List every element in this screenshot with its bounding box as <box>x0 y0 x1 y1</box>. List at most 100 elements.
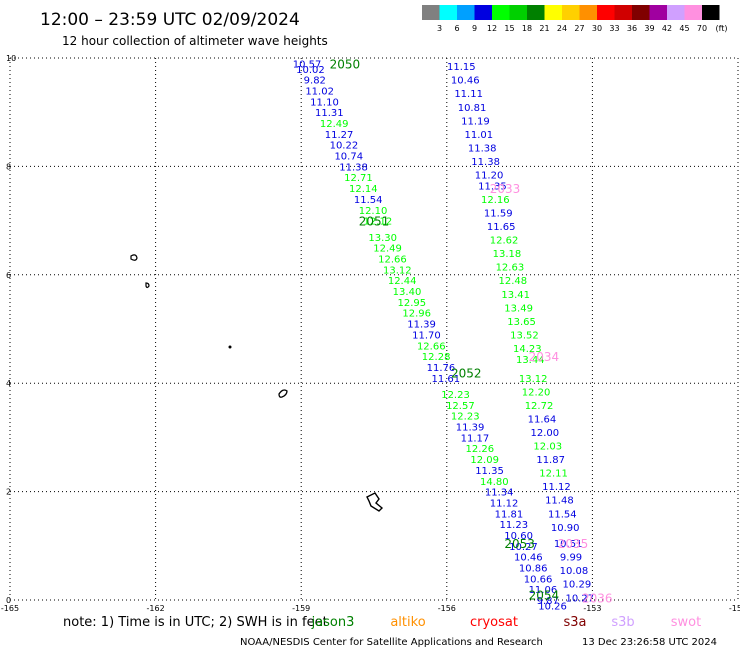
wave-height-value: 12.28 <box>422 352 451 363</box>
wave-height-value: 11.38 <box>471 157 500 168</box>
colorbar-swatch <box>649 5 667 20</box>
colorbar-swatch <box>684 5 702 20</box>
colorbar-label: 12 <box>487 24 497 33</box>
wave-height-value: 12.49 <box>320 119 349 130</box>
wave-height-value: 10.27 <box>565 593 594 604</box>
colorbar-swatch <box>544 5 562 20</box>
wave-height-value: 11.11 <box>454 89 483 100</box>
coastline-outlines <box>130 254 384 512</box>
wave-height-value: 12.23 <box>441 390 470 401</box>
x-tick-label: -165 <box>1 604 19 613</box>
wave-height-value: 11.54 <box>354 195 383 206</box>
wave-height-value: 10.60 <box>504 531 533 542</box>
wave-height-value: 12.71 <box>344 173 373 184</box>
track-time-label: 2053 <box>504 537 535 551</box>
wave-height-value: 12.57 <box>446 401 475 412</box>
wave-height-value: 12.00 <box>531 428 560 439</box>
colorbar-label: 39 <box>644 24 654 33</box>
wave-height-value: 10.26 <box>538 601 567 612</box>
wave-height-value: 13.41 <box>501 290 530 301</box>
y-axis-ticks: 0 2 4 6 8 10 <box>6 54 16 605</box>
wave-height-value: 10.90 <box>551 523 580 534</box>
colorbar-legend: 3 6 9 12 15 18 21 24 27 30 33 36 39 42 45 70 (ft) <box>422 5 728 33</box>
wave-height-value: 12.14 <box>349 184 378 195</box>
wave-height-value: 10.57 <box>293 59 322 70</box>
colorbar-swatch <box>474 5 492 20</box>
satellite-label-s3b: s3b <box>611 615 634 630</box>
wave-height-value: 12.11 <box>539 469 568 480</box>
wave-height-value: 14.80 <box>480 477 509 488</box>
chart-subtitle: 12 hour collection of altimeter wave hei… <box>62 34 328 48</box>
wave-height-value: 11.23 <box>499 520 528 531</box>
wave-height-value: 13.49 <box>504 303 533 314</box>
wave-height-value: 12.62 <box>490 236 519 247</box>
plot-grid <box>9 57 739 601</box>
track-time-label: 2050 <box>330 57 361 71</box>
wave-height-value: 11.38 <box>339 162 368 173</box>
island-outline <box>130 254 138 261</box>
wave-height-value: 11.06 <box>529 585 558 596</box>
wave-height-value: 10.29 <box>563 580 592 591</box>
track-time-label: 2033 <box>490 182 521 196</box>
footer-timestamp: 13 Dec 23:26:58 UTC 2024 <box>582 637 717 648</box>
colorbar-swatch <box>509 5 527 20</box>
wave-height-value: 11.61 <box>432 374 461 385</box>
wave-height-value: 14.23 <box>513 344 542 355</box>
wave-height-value: 12.26 <box>465 444 494 455</box>
wave-height-value: 10.22 <box>330 141 359 152</box>
y-tick-label: 4 <box>6 379 11 388</box>
satellite-label-jason3: jason3 <box>311 615 355 630</box>
wave-height-value: 13.30 <box>368 233 397 244</box>
y-tick-label: 0 <box>6 596 11 605</box>
wave-height-value: 11.34 <box>485 488 514 499</box>
wave-height-value: 13.65 <box>507 317 536 328</box>
wave-height-value: 11.39 <box>456 423 485 434</box>
track-time-label: 2051 <box>359 215 390 229</box>
wave-height-value: 10.86 <box>519 563 548 574</box>
track-time-label: 2035 <box>558 537 589 551</box>
colorbar-label: 33 <box>609 24 619 33</box>
track-time-label: 2052 <box>451 366 482 380</box>
island-outline <box>366 492 384 512</box>
colorbar-label: 9 <box>472 24 477 33</box>
colorbar-swatch <box>439 5 457 20</box>
wave-height-value: 12.72 <box>525 401 554 412</box>
x-axis-ticks: -165 -162 -159 -156 -153 -150 <box>1 604 740 613</box>
wave-height-value: 10.81 <box>458 103 487 114</box>
wave-height-value: 12.63 <box>496 263 525 274</box>
wave-height-value: 10.02 <box>296 65 325 76</box>
wave-height-value: 11.01 <box>465 130 494 141</box>
colorbar-swatch <box>457 5 475 20</box>
satellite-label-altiko: altiko <box>390 615 425 630</box>
y-tick-label: 6 <box>6 271 11 280</box>
wave-height-value: 11.35 <box>475 466 504 477</box>
colorbar-swatch <box>492 5 510 20</box>
colorbar-swatch <box>702 5 720 20</box>
colorbar-label: 42 <box>662 24 672 33</box>
footer-credit: NOAA/NESDIS Center for Satellite Applica… <box>240 637 543 648</box>
colorbar-label: 36 <box>627 24 637 33</box>
x-tick-label: -150 <box>729 604 740 613</box>
colorbar-label: 18 <box>522 24 532 33</box>
colorbar-label: 6 <box>454 24 459 33</box>
colorbar-label: 21 <box>539 24 549 33</box>
island-outline <box>145 282 150 289</box>
y-tick-label: 10 <box>6 54 16 63</box>
chart-title: 12:00 – 23:59 UTC 02/09/2024 <box>40 10 300 30</box>
wave-height-value: 13.40 <box>393 287 422 298</box>
wave-height-value: 9.87 <box>537 596 559 607</box>
colorbar-label: 70 <box>697 24 707 33</box>
wave-height-value: 9.99 <box>560 553 582 564</box>
x-tick-label: -153 <box>583 604 601 613</box>
satellite-label-swot: swot <box>671 615 701 630</box>
island-outline <box>228 345 232 349</box>
x-tick-label: -159 <box>292 604 310 613</box>
track-labels: 2050 2051 2052 2053 2054 2033 2034 2035 2036 <box>330 57 613 605</box>
colorbar-swatch <box>614 5 632 20</box>
wave-height-value: 10.66 <box>524 574 553 585</box>
colorbar-label: 27 <box>574 24 584 33</box>
colorbar-swatch <box>422 5 440 20</box>
wave-height-value: 11.17 <box>461 433 490 444</box>
wave-height-value: 13.52 <box>510 330 539 341</box>
wave-height-value: 11.48 <box>545 496 574 507</box>
